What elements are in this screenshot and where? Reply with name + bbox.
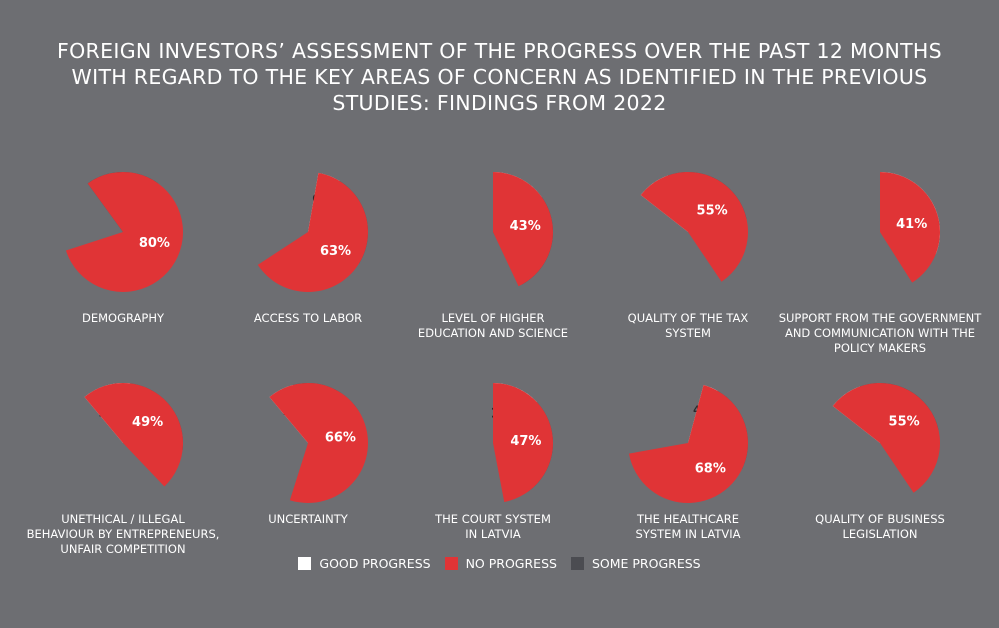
pie-label-2: ACCESS TO LABOR bbox=[198, 311, 418, 326]
pie-label-10: QUALITY OF BUSINESS LEGISLATION bbox=[770, 512, 990, 542]
pie-label-5-line-3: POLICY MAKERS bbox=[833, 341, 927, 355]
pie-2-value-no: 63% bbox=[320, 244, 351, 259]
pie-5-value-no: 41% bbox=[896, 217, 927, 232]
pie-label-7-line-1: UNCERTAINTY bbox=[268, 512, 348, 526]
chart-title-line-3: STUDIES: FINDINGS FROM 2022 bbox=[332, 91, 667, 115]
pie-8-slice-no bbox=[493, 383, 554, 502]
pie-5-slice-no bbox=[880, 172, 941, 283]
legend-item-good: GOOD PROGRESS bbox=[298, 556, 431, 571]
pie-label-5-line-1: SUPPORT FROM THE GOVERNMENT bbox=[778, 311, 982, 325]
legend-swatch-some bbox=[570, 557, 584, 570]
pie-label-6-line-1: UNETHICAL / ILLEGAL bbox=[61, 512, 185, 526]
pie-chart-8: 40%13%47% bbox=[491, 383, 554, 502]
pie-chart-6: 38%13%49% bbox=[84, 382, 184, 487]
pie-chart-7: 27%7%66% bbox=[269, 382, 369, 503]
pie-label-4-line-1: QUALITY OF THE TAX bbox=[627, 311, 749, 325]
chart-title: FOREIGN INVESTORS’ ASSESSMENT OF THE PRO… bbox=[0, 38, 999, 116]
legend-label-no: NO PROGRESS bbox=[465, 556, 557, 571]
pie-label-8-line-1: THE COURT SYSTEM bbox=[435, 512, 551, 526]
pie-label-5-line-2: AND COMMUNICATION WITH THE bbox=[784, 326, 976, 340]
legend-label-good: GOOD PROGRESS bbox=[319, 556, 431, 571]
pie-3-slice-no bbox=[493, 171, 554, 287]
pie-label-9: THE HEALTHCARE SYSTEM IN LATVIA bbox=[578, 512, 798, 542]
pie-label-9-line-1: THE HEALTHCARE bbox=[636, 512, 740, 526]
legend-item-no: NO PROGRESS bbox=[444, 556, 557, 571]
legend-label-some: SOME PROGRESS bbox=[591, 556, 701, 571]
pie-chart-5: 28%31%41% bbox=[880, 172, 941, 283]
pie-label-6-line-2: BEHAVIOUR BY ENTREPRENEURS, bbox=[26, 527, 220, 541]
pie-chart-2: 31%6%63% bbox=[257, 172, 368, 292]
pie-9-value-no: 68% bbox=[695, 461, 726, 476]
chart-title-line-1: FOREIGN INVESTORS’ ASSESSMENT OF THE PRO… bbox=[57, 39, 942, 63]
legend-item-some: SOME PROGRESS bbox=[570, 556, 701, 571]
pie-label-6: UNETHICAL / ILLEGAL BEHAVIOUR BY ENTREPRE… bbox=[13, 512, 233, 557]
pie-7-value-no: 66% bbox=[325, 431, 356, 446]
pie-9-slice-no bbox=[628, 385, 748, 503]
pie-label-3: LEVEL OF HIGHER EDUCATION AND SCIENCE bbox=[383, 311, 603, 341]
pie-label-7: UNCERTAINTY bbox=[198, 512, 418, 527]
pie-label-3-line-1: LEVEL OF HIGHER bbox=[441, 311, 545, 325]
pie-label-5: SUPPORT FROM THE GOVERNMENT AND COMMUNICA… bbox=[770, 311, 990, 356]
legend-swatch-no bbox=[444, 557, 458, 570]
pie-6-value-no: 49% bbox=[132, 415, 163, 430]
pie-4-value-no: 55% bbox=[697, 204, 728, 219]
pie-chart-10: 36%9%55% bbox=[832, 382, 941, 493]
pie-3-value-no: 43% bbox=[510, 219, 541, 234]
pie-label-2-line-1: ACCESS TO LABOR bbox=[253, 311, 363, 325]
pie-label-9-line-2: SYSTEM IN LATVIA bbox=[635, 527, 741, 541]
pie-10-slice-no bbox=[832, 382, 941, 493]
legend-swatch-good bbox=[298, 557, 312, 570]
pie-7-slice-no bbox=[269, 382, 369, 503]
pie-label-8: THE COURT SYSTEM IN LATVIA bbox=[383, 512, 603, 542]
pie-1-slice-no bbox=[65, 171, 184, 292]
pie-chart-3: 42%15%43% bbox=[492, 171, 554, 287]
pie-6-slice-no bbox=[84, 382, 184, 487]
pie-label-3-line-2: EDUCATION AND SCIENCE bbox=[417, 326, 569, 340]
pie-label-8-line-2: IN LATVIA bbox=[465, 527, 521, 541]
pie-label-10-line-2: LEGISLATION bbox=[842, 527, 918, 541]
pie-chart-9: 28%4%68% bbox=[628, 385, 749, 503]
pie-label-1-line-1: DEMOGRAPHY bbox=[81, 311, 164, 325]
pie-4-slice-no bbox=[640, 171, 749, 282]
pie-label-6-line-3: UNFAIR COMPETITION bbox=[60, 542, 186, 556]
pie-label-4-line-2: SYSTEM bbox=[665, 326, 711, 340]
pie-1-value-no: 80% bbox=[139, 236, 170, 251]
pie-chart-4: 36%9%55% bbox=[640, 171, 749, 282]
pie-label-4: QUALITY OF THE TAX SYSTEM bbox=[578, 311, 798, 341]
pie-2-slice-no bbox=[257, 172, 368, 292]
pie-chart-1: 20%80% bbox=[65, 171, 184, 292]
pie-8-value-no: 47% bbox=[510, 434, 541, 449]
legend: GOOD PROGRESS NO PROGRESS SOME PROGRESS bbox=[0, 556, 999, 571]
pie-label-10-line-1: QUALITY OF BUSINESS bbox=[815, 512, 945, 526]
chart-title-line-2: WITH REGARD TO THE KEY AREAS OF CONCERN … bbox=[71, 65, 928, 89]
pie-label-1: DEMOGRAPHY bbox=[13, 311, 233, 326]
pie-10-value-no: 55% bbox=[889, 415, 920, 430]
